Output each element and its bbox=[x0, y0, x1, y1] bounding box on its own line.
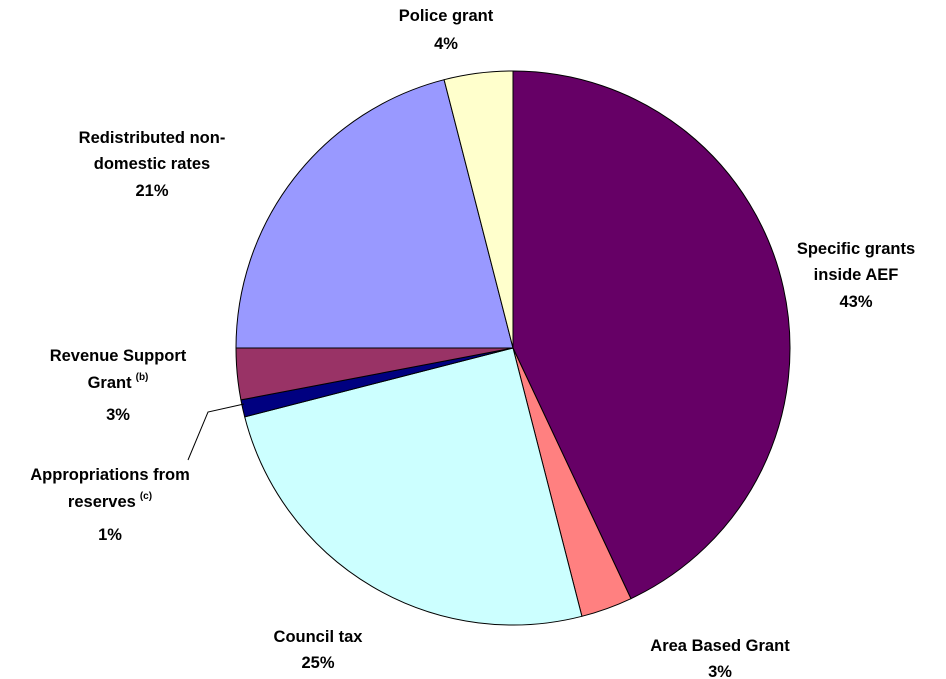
label-council-tax: Council tax 25% bbox=[274, 628, 364, 672]
label-specific-pct: 43% bbox=[839, 293, 872, 311]
label-police-line1: Police grant bbox=[399, 7, 494, 25]
label-redistributed-line1: Redistributed non- bbox=[79, 129, 226, 147]
label-specific-grants: Specific grants inside AEF 43% bbox=[797, 240, 915, 311]
label-redistributed-line2: domestic rates bbox=[94, 155, 210, 173]
label-revenue-support: Revenue Support Grant (b) 3% bbox=[50, 347, 187, 424]
label-council-pct: 25% bbox=[301, 654, 334, 672]
label-revenue-line1: Revenue Support bbox=[50, 347, 187, 365]
slice-redistributed-rates bbox=[235, 79, 514, 349]
label-area-line1: Area Based Grant bbox=[650, 637, 790, 655]
label-redistributed: Redistributed non- domestic rates 21% bbox=[79, 129, 226, 200]
label-specific-line2: inside AEF bbox=[814, 266, 899, 284]
label-approp-pct: 1% bbox=[98, 526, 122, 544]
label-area-pct: 3% bbox=[708, 663, 732, 679]
label-redistributed-pct: 21% bbox=[135, 182, 168, 200]
label-police-pct: 4% bbox=[434, 35, 458, 53]
slice-council-tax bbox=[244, 347, 583, 626]
label-council-line1: Council tax bbox=[274, 628, 364, 646]
label-approp-line1: Appropriations from bbox=[30, 466, 190, 484]
slice-specific-grants bbox=[512, 70, 791, 600]
pie-slices bbox=[235, 70, 791, 626]
label-revenue-line2: Grant bbox=[88, 374, 133, 392]
label-appropriations: Appropriations from reserves (c) 1% bbox=[30, 466, 190, 544]
label-specific-line1: Specific grants bbox=[797, 240, 915, 258]
label-approp-line2: reserves bbox=[68, 493, 136, 511]
label-approp-sup: (c) bbox=[140, 491, 152, 502]
label-revenue-pct: 3% bbox=[106, 406, 130, 424]
label-revenue-sup: (b) bbox=[136, 372, 149, 383]
label-approp-line2-wrap: reserves (c) bbox=[68, 491, 152, 511]
label-police-grant: Police grant 4% bbox=[399, 7, 494, 53]
label-area-based-grant: Area Based Grant 3% bbox=[650, 637, 790, 679]
label-revenue-line2-wrap: Grant (b) bbox=[88, 372, 149, 392]
slice-police-grant bbox=[443, 70, 514, 349]
approp-leader-line bbox=[187, 403, 245, 461]
